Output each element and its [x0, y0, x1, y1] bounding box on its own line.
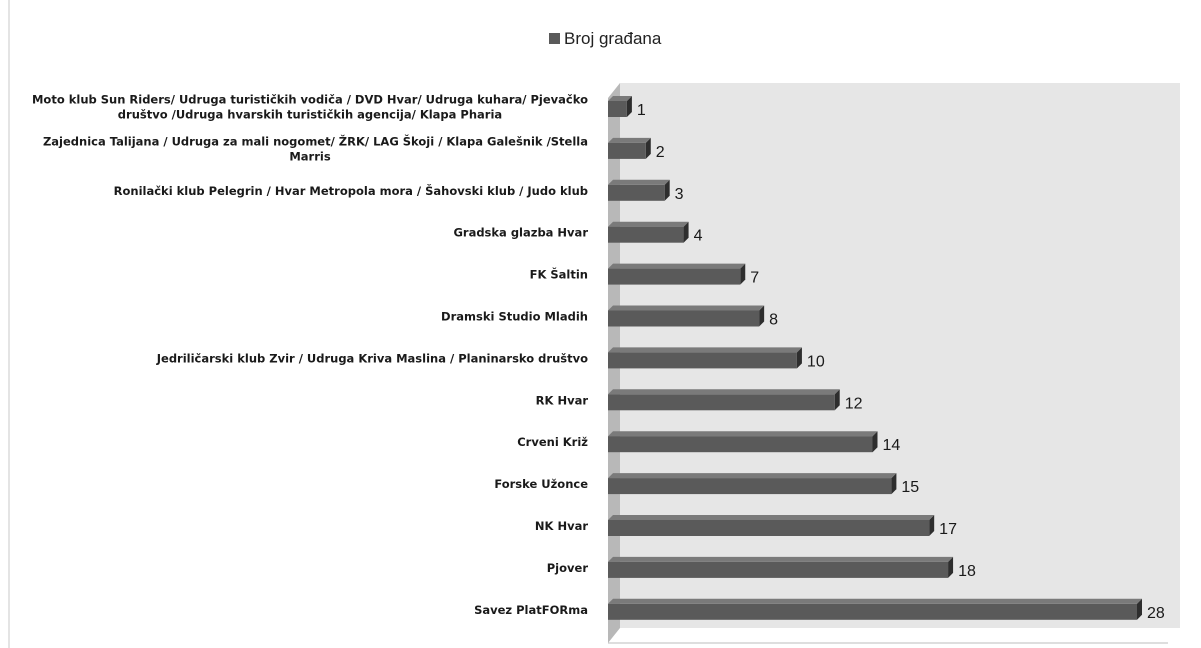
- legend-label: Broj građana: [564, 29, 662, 48]
- bar-side: [872, 431, 878, 453]
- bar: [608, 96, 632, 117]
- tick-label: Dramski Studio Mladih: [441, 310, 588, 324]
- bar-top: [608, 305, 765, 311]
- bar-side: [683, 221, 689, 243]
- bar-front: [608, 436, 873, 453]
- tick-label: FK Šaltin: [530, 267, 588, 282]
- bar-top: [608, 263, 746, 269]
- tick-label: Pjover: [547, 561, 589, 575]
- data-label: 4: [694, 228, 703, 245]
- bar-front: [608, 184, 665, 201]
- bar-side: [740, 263, 746, 285]
- bar-front: [608, 478, 892, 495]
- data-label: 2: [656, 144, 665, 161]
- bars-layer: [608, 96, 1142, 620]
- tick-label: Crveni Križ: [517, 435, 588, 449]
- bar-front: [608, 101, 627, 117]
- legend: Broj građana: [549, 29, 662, 48]
- bar-front: [608, 268, 741, 285]
- bar: [608, 473, 897, 495]
- bar-side: [759, 305, 765, 327]
- tick-label: Moto klub Sun Riders/ Udruga turističkih…: [32, 93, 588, 107]
- bar-top: [608, 137, 651, 143]
- bar: [608, 179, 670, 201]
- category-labels: Moto klub Sun Riders/ Udruga turističkih…: [32, 93, 588, 617]
- bar-top: [608, 221, 689, 227]
- bar: [608, 556, 954, 578]
- data-label: 18: [958, 563, 976, 580]
- bar-top: [608, 431, 878, 437]
- bar-side: [834, 389, 840, 411]
- bar-side: [929, 515, 935, 536]
- bar-side: [664, 179, 670, 201]
- bar-top: [608, 179, 670, 185]
- bar: [608, 431, 878, 453]
- bar: [608, 263, 746, 285]
- bar-front: [608, 310, 760, 327]
- data-label: 28: [1147, 605, 1165, 622]
- bar-front: [608, 603, 1137, 620]
- legend-swatch: [549, 33, 560, 44]
- tick-label: društvo /Udruga hvarskih turističkih age…: [118, 108, 502, 122]
- bar-top: [608, 515, 935, 520]
- data-label: 17: [939, 521, 957, 538]
- bar: [608, 598, 1142, 620]
- bar: [608, 305, 765, 327]
- bar-front: [608, 394, 835, 411]
- data-label: 10: [807, 353, 825, 370]
- bar-front: [608, 561, 949, 578]
- bar: [608, 347, 802, 369]
- bar: [608, 389, 840, 411]
- bar-side: [891, 473, 897, 495]
- bar-side: [645, 137, 651, 159]
- bar-top: [608, 598, 1142, 604]
- tick-label: Zajednica Talijana / Udruga za mali nogo…: [43, 133, 588, 148]
- tick-label: Gradska glazba Hvar: [453, 226, 588, 240]
- bar-front: [608, 520, 930, 536]
- bar-top: [608, 96, 632, 101]
- bar-front: [608, 142, 646, 159]
- bar: [608, 221, 689, 243]
- bar-side: [948, 556, 954, 578]
- bar-top: [608, 347, 802, 353]
- bar-top: [608, 556, 954, 562]
- data-label: 15: [901, 479, 919, 496]
- tick-label: Jedriličarski klub Zvir / Udruga Kriva M…: [156, 351, 588, 365]
- bar-top: [608, 389, 840, 395]
- data-label: 8: [769, 312, 778, 329]
- tick-label: Marris: [289, 149, 330, 163]
- bar: [608, 515, 935, 536]
- data-label: 12: [845, 395, 863, 412]
- tick-label: Ronilački klub Pelegrin / Hvar Metropola…: [114, 183, 588, 198]
- data-label: 7: [750, 270, 759, 287]
- data-label: 1: [637, 102, 646, 119]
- tick-label: Forske Užonce: [494, 477, 588, 491]
- bar-front: [608, 226, 684, 243]
- data-label: 14: [883, 437, 901, 454]
- bar-front: [608, 352, 797, 369]
- tick-label: Savez PlatFORma: [474, 603, 588, 617]
- bar: [608, 137, 651, 159]
- data-label: 3: [675, 186, 684, 203]
- tick-label: NK Hvar: [535, 519, 588, 533]
- tick-label: RK Hvar: [536, 393, 589, 407]
- bar-side: [626, 96, 632, 117]
- bar-side: [1137, 598, 1142, 620]
- bar-top: [608, 473, 897, 479]
- bar-side: [796, 347, 802, 369]
